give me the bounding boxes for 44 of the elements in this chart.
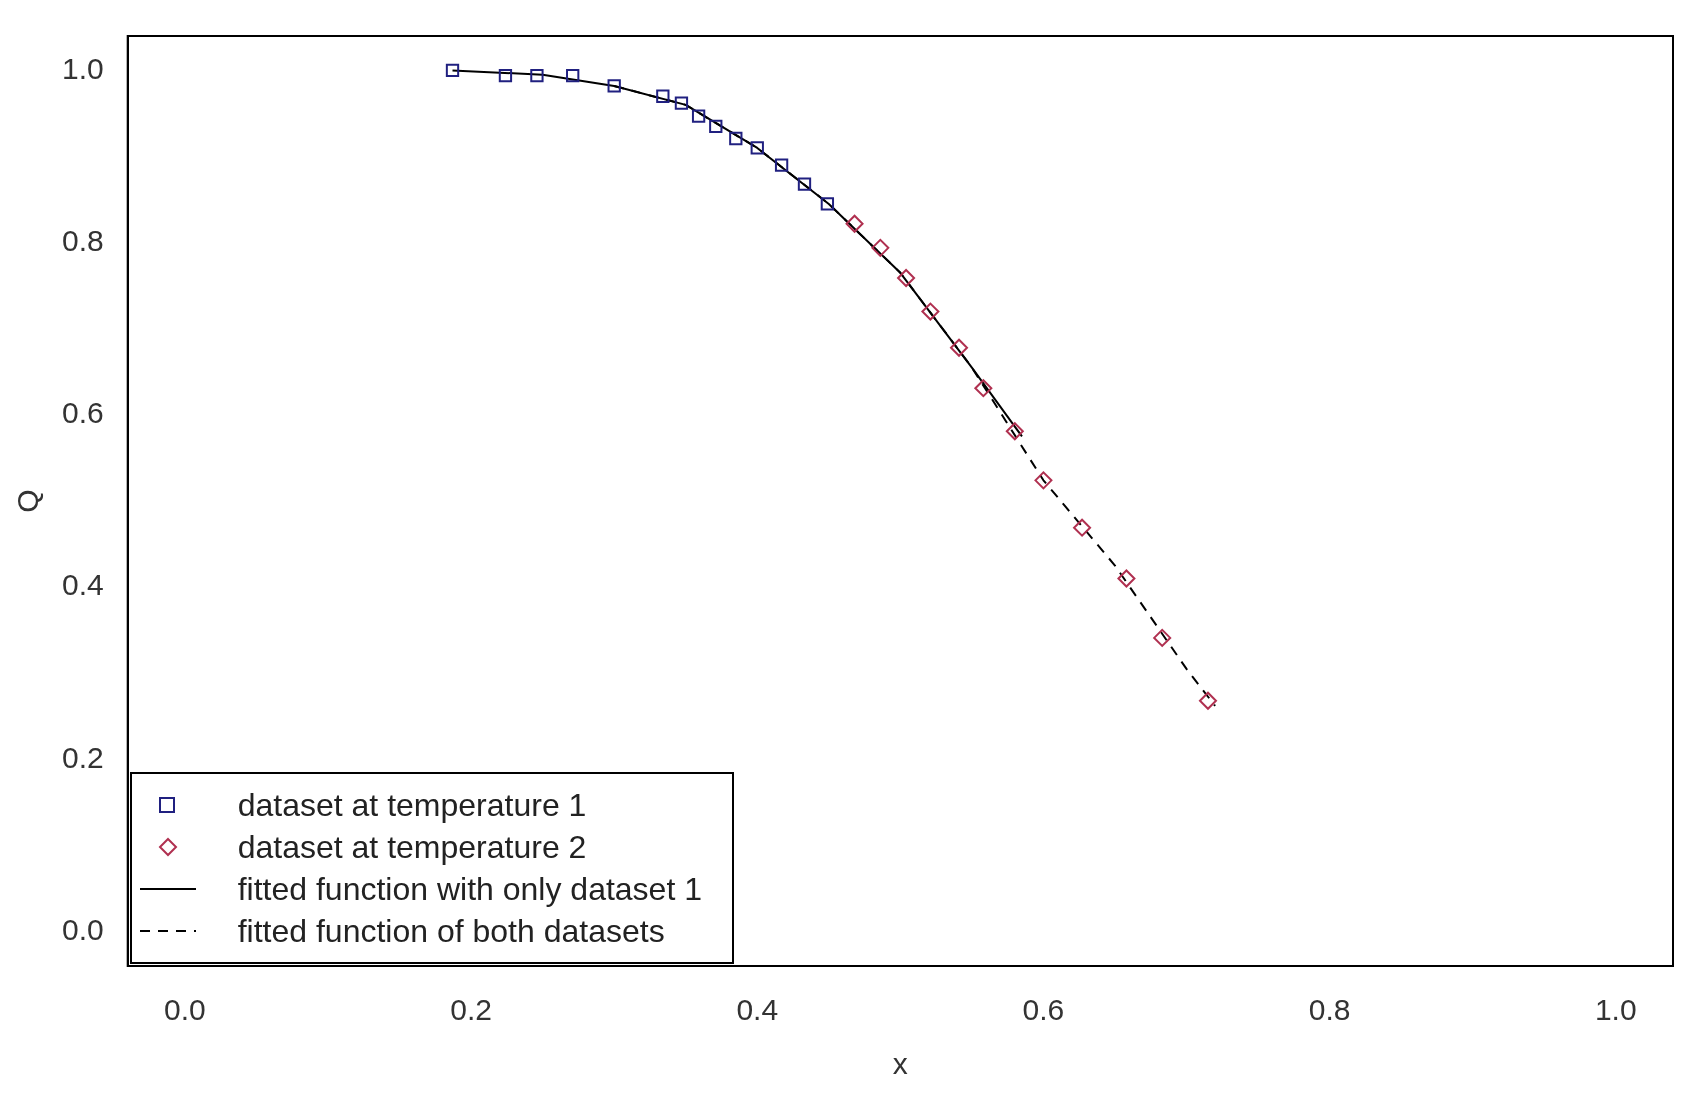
point	[974, 379, 993, 398]
point	[691, 109, 706, 123]
legend-label: dataset at temperature 1	[237, 786, 587, 825]
legend-label: dataset at temperature 2	[237, 828, 587, 867]
y-tick-label: 0.2	[61, 740, 104, 774]
x-tick-label: 0.6	[1022, 993, 1065, 1027]
legend-label: fitted function with only dataset 1	[237, 870, 702, 909]
y-tick-label: 0.0	[61, 912, 104, 946]
point	[950, 338, 969, 357]
point	[607, 79, 621, 93]
x-tick-label: 1.0	[1594, 993, 1637, 1027]
point	[797, 177, 812, 191]
point	[1034, 471, 1053, 490]
y-tick-label: 0.6	[61, 396, 104, 430]
y-tick-label: 1.0	[61, 51, 104, 85]
point	[1073, 518, 1092, 537]
x-tick-label: 0.8	[1308, 993, 1351, 1027]
point	[498, 68, 513, 83]
point	[845, 214, 864, 233]
point	[820, 197, 835, 211]
point	[750, 141, 764, 155]
y-tick-label: 0.8	[61, 223, 104, 257]
point	[871, 238, 890, 257]
x-tick-label: 0.0	[164, 993, 206, 1027]
point	[566, 68, 580, 83]
point	[709, 119, 723, 134]
point	[774, 158, 789, 172]
y-axis-title: Q	[11, 489, 45, 513]
point	[1117, 569, 1136, 588]
point	[1153, 628, 1172, 647]
y-tick-label: 0.4	[61, 568, 104, 602]
point	[1198, 691, 1217, 710]
x-tick-label: 0.2	[450, 993, 492, 1027]
point	[897, 268, 916, 287]
x-axis-title: x	[892, 1047, 908, 1081]
point	[921, 302, 940, 321]
x-tick-label: 0.4	[736, 993, 779, 1027]
point	[674, 96, 689, 110]
point	[656, 89, 670, 103]
point	[530, 68, 544, 83]
point	[445, 63, 460, 78]
legend-label: fitted function of both datasets	[237, 912, 665, 951]
point	[729, 131, 743, 146]
point	[1005, 422, 1024, 441]
